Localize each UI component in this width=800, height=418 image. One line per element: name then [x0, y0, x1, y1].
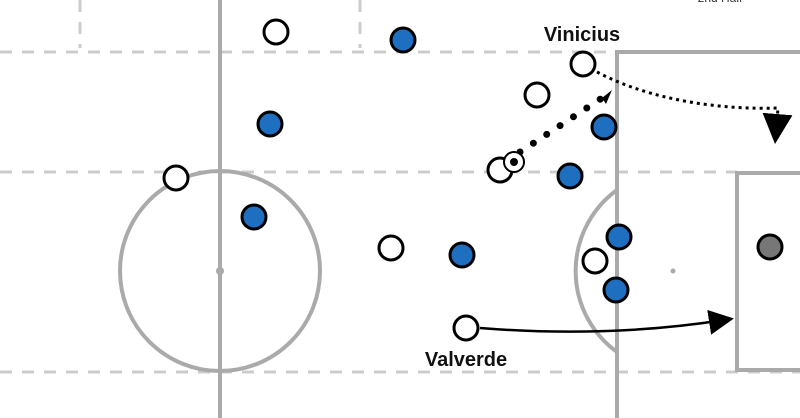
player-label: Vinicius — [544, 24, 620, 46]
players — [162, 18, 784, 342]
movements — [479, 70, 793, 335]
period-label: 2nd Half — [698, 0, 743, 5]
player-label: Valverde — [425, 349, 507, 371]
